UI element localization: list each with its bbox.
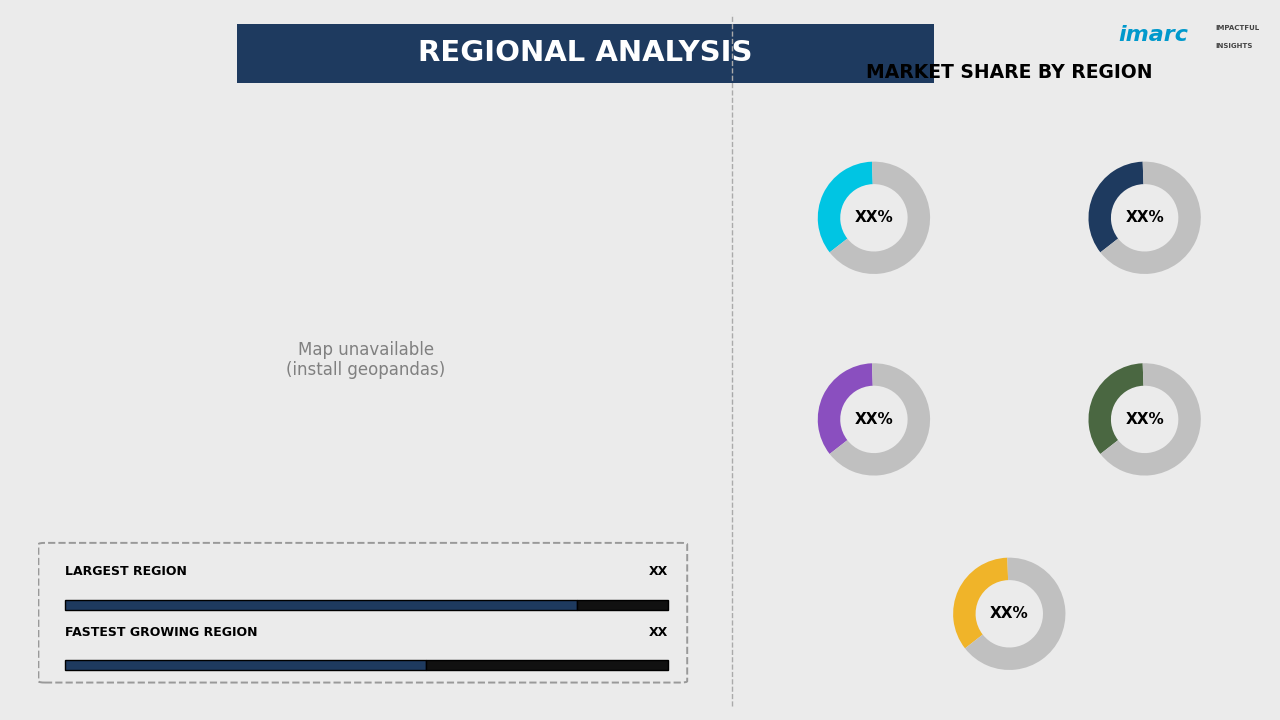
Wedge shape <box>818 162 873 253</box>
Wedge shape <box>965 558 1065 670</box>
FancyArrow shape <box>426 660 668 670</box>
FancyArrow shape <box>64 660 426 670</box>
Text: XX: XX <box>648 626 668 639</box>
Wedge shape <box>829 364 931 475</box>
Text: REGIONAL ANALYSIS: REGIONAL ANALYSIS <box>419 40 753 67</box>
Text: INSIGHTS: INSIGHTS <box>1216 43 1253 49</box>
Text: XX%: XX% <box>1125 412 1164 427</box>
Text: XX: XX <box>648 565 668 578</box>
Wedge shape <box>1088 364 1143 454</box>
Text: LARGEST REGION: LARGEST REGION <box>64 565 187 578</box>
Wedge shape <box>818 364 873 454</box>
Text: XX%: XX% <box>855 210 893 225</box>
Text: XX%: XX% <box>855 412 893 427</box>
FancyArrow shape <box>577 600 668 610</box>
Wedge shape <box>1088 162 1143 253</box>
Text: IMPACTFUL: IMPACTFUL <box>1216 24 1260 30</box>
Text: XX%: XX% <box>1125 210 1164 225</box>
Wedge shape <box>829 162 931 274</box>
Text: imarc: imarc <box>1119 25 1189 45</box>
Wedge shape <box>1101 364 1201 475</box>
FancyArrow shape <box>64 600 577 610</box>
Text: XX%: XX% <box>989 606 1029 621</box>
Text: MARKET SHARE BY REGION: MARKET SHARE BY REGION <box>867 63 1152 81</box>
Wedge shape <box>1101 162 1201 274</box>
Text: FASTEST GROWING REGION: FASTEST GROWING REGION <box>64 626 257 639</box>
Text: Map unavailable
(install geopandas): Map unavailable (install geopandas) <box>287 341 445 379</box>
Wedge shape <box>954 558 1009 649</box>
